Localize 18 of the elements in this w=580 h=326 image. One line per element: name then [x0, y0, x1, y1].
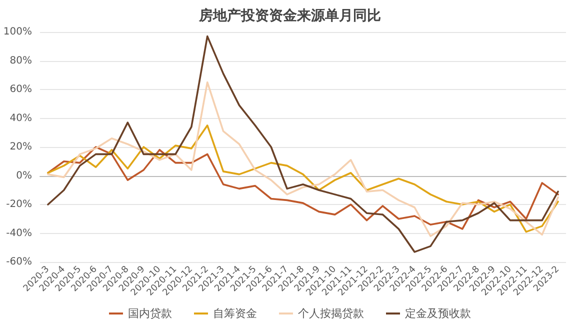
- y-tick-label: -40%: [6, 228, 32, 239]
- y-tick-label: 40%: [10, 112, 32, 124]
- y-tick-label: 60%: [10, 84, 32, 95]
- legend-label: 个人按揭贷款: [298, 307, 364, 320]
- y-tick-label: 80%: [10, 55, 32, 66]
- y-tick-label: 0%: [16, 170, 32, 182]
- y-tick-label: -20%: [6, 199, 32, 210]
- line-series: [47, 124, 559, 233]
- line-series: [47, 146, 559, 230]
- line-series: [47, 35, 559, 253]
- legend-label: 国内贷款: [128, 307, 172, 320]
- line-series: [47, 81, 559, 238]
- legend-label: 定金及预收款: [405, 307, 471, 320]
- legend-label: 自筹资金: [213, 307, 257, 320]
- chart-title: 房地产投资资金来源单月同比: [198, 7, 381, 24]
- y-tick-label: 20%: [10, 142, 32, 152]
- y-tick-label: -60%: [6, 256, 32, 268]
- y-tick-label: 100%: [3, 26, 32, 38]
